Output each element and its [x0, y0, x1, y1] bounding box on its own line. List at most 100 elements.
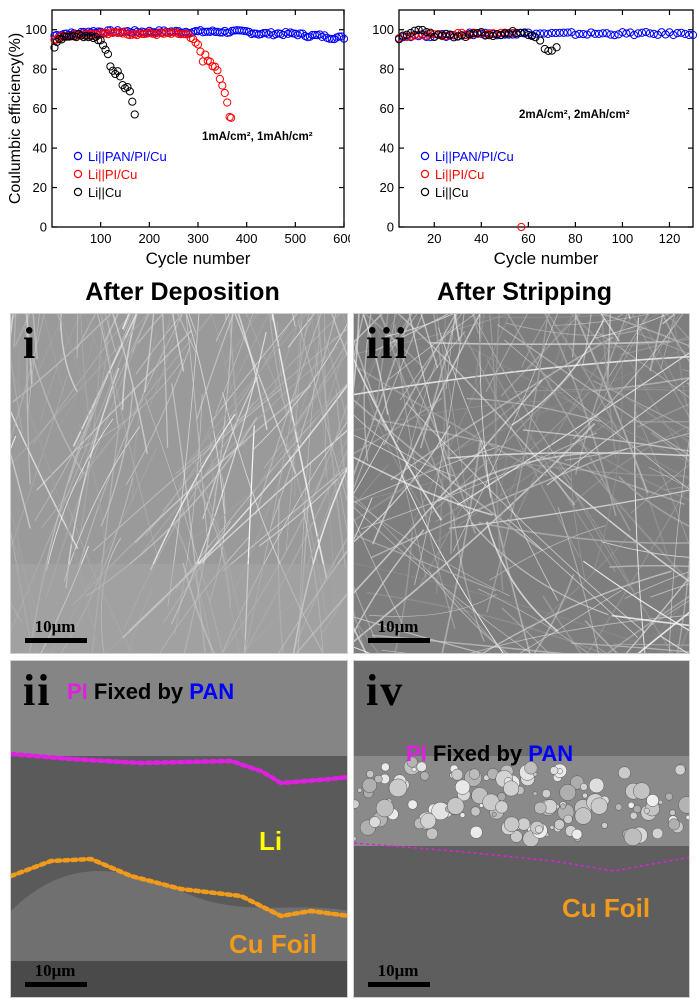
chart1-ytick-label: 80 [33, 62, 47, 77]
chart2-point-licu [434, 30, 443, 39]
chart2-point-lipanpicu [555, 28, 564, 37]
chart2-point-lipanpicu [602, 29, 611, 38]
chart1-point-lipicu [179, 29, 188, 39]
chart2-point-licu [512, 29, 521, 38]
pi-boundary-line-ii [11, 751, 347, 786]
chart2-ytick-label: 100 [372, 22, 394, 37]
chart2-point-lipicu [517, 222, 526, 232]
callout-iv: PI Fixed by PAN [406, 741, 573, 767]
chart2-point-licu [544, 46, 553, 56]
chart1-point-licu [86, 32, 96, 41]
chart2-point-lipanpicu [677, 28, 686, 37]
chart2-point-lipanpicu [543, 29, 553, 38]
chart1-point-lipanpicu [318, 32, 327, 41]
chart2-point-lipicu [430, 30, 439, 39]
chart2-point-licu [524, 30, 533, 40]
chart2-point-licu [552, 43, 561, 52]
chart1-x-axis-label: Cycle number [146, 249, 251, 268]
chart2-point-licu [516, 28, 525, 37]
chart2-point-licu [481, 31, 490, 40]
chart1-point-lipanpicu [293, 31, 302, 40]
panel-label-ii: ii [23, 666, 52, 715]
scale-bar-line-iii [368, 638, 430, 643]
chart2-point-licu [488, 31, 498, 41]
chart1-point-lipanpicu [339, 34, 349, 43]
sem-panel-ii: ii PI Fixed by PAN Li Cu Foil 10μm [10, 660, 348, 998]
chart2-point-lipanpicu [586, 28, 596, 37]
panel-label-iv: iv [366, 666, 405, 715]
scale-bar-i: 10μm [25, 617, 97, 643]
chart2-point-lipanpicu [649, 29, 658, 38]
chart1-point-lipicu [220, 88, 229, 98]
heading-after-deposition: After Deposition [85, 278, 280, 306]
chart2-condition-annotation: 2mA/cm², 2mAh/cm² [519, 109, 630, 121]
chart2-legend-marker [420, 169, 430, 179]
chart1-point-lipicu [206, 57, 215, 66]
chart1-point-licu [128, 97, 137, 106]
chart2-point-licu [418, 25, 427, 35]
chart1-ytick-label: 0 [40, 220, 47, 235]
chart1-y-axis-label: Coulumbic efficiency(%) [7, 33, 24, 204]
chart1-point-lipanpicu [262, 28, 271, 38]
chart2-xtick-label: 120 [659, 231, 681, 246]
panel-label-i: i [23, 319, 38, 368]
callout-fixed-ii: Fixed by [87, 679, 190, 704]
sem-panel-iv: iv PI Fixed by PAN Cu Foil 10μm [353, 660, 690, 998]
chart2-legend-label: Li||Cu [435, 185, 469, 200]
sem-panel-i: i 10μm [10, 313, 348, 654]
chart2-legend-marker [420, 187, 430, 197]
callout-pan-iv: PAN [528, 741, 574, 766]
cu-foil-layer-iv [354, 846, 689, 997]
chart1-point-lipanpicu [327, 34, 336, 44]
chart1-point-licu [113, 67, 122, 76]
chart1-ytick-label: 20 [33, 180, 47, 195]
substrate-ii [11, 961, 347, 997]
chart1-point-lipanpicu [225, 28, 234, 37]
scale-bar-iii: 10μm [368, 617, 440, 643]
chart2-point-licu [402, 30, 411, 39]
chart2-point-licu [414, 25, 423, 34]
chart2-plot-frame [398, 9, 694, 228]
scale-bar-line-i [25, 638, 87, 643]
chart2-point-licu [508, 27, 517, 36]
chart2-point-licu [465, 30, 474, 39]
chart2-ytick-label: 20 [380, 180, 394, 195]
chart1-point-licu [116, 72, 125, 81]
scale-bar-iv: 10μm [368, 961, 440, 987]
chart2-xtick-label: 20 [427, 231, 441, 246]
chart1-xtick-label: 400 [236, 231, 258, 246]
chart2-xtick-label: 40 [474, 231, 488, 246]
chart2-point-lipanpicu [547, 28, 556, 38]
chart2-x-axis-label: Cycle number [494, 249, 599, 268]
chart1-point-licu [94, 36, 103, 45]
chart1-point-lipanpicu [296, 29, 305, 38]
chart2-point-lipicu [406, 32, 415, 41]
chart2-point-licu [430, 32, 439, 42]
chart1-point-lipicu [226, 113, 236, 122]
chart2-xtick-label: 80 [568, 231, 582, 246]
chart2-xtick-label: 100 [612, 231, 634, 246]
chart2-point-lipanpicu [669, 30, 678, 40]
chart2-ytick-label: 60 [380, 101, 394, 116]
chart2-point-lipanpicu [590, 29, 600, 38]
chart2-point-licu [457, 31, 466, 40]
chart2-point-lipicu [488, 29, 498, 38]
top-layer-iv [354, 661, 689, 756]
chart1-ytick-label: 60 [33, 101, 47, 116]
chart1-point-lipanpicu [245, 27, 254, 37]
chart1-point-lipicu [213, 66, 222, 75]
scale-bar-text-iv: 10μm [377, 961, 419, 980]
chart2-point-licu [438, 31, 447, 40]
chart1-condition-annotation: 1mA/cm², 1mAh/cm² [202, 131, 313, 143]
chart1-point-licu [123, 82, 132, 92]
chart2-point-licu [485, 31, 494, 40]
chart2-point-licu [492, 29, 502, 39]
callout-fixed-iv: Fixed by [426, 741, 529, 766]
chart2-point-lipanpicu [614, 30, 623, 39]
chart2-point-lipanpicu [551, 28, 560, 38]
callout-pi-iv: PI [406, 741, 427, 766]
chart1-point-licu [96, 36, 105, 45]
cu-boundary-line-ii [11, 856, 347, 919]
cross-section-image-iv [354, 661, 689, 997]
chart1-xtick-label: 100 [90, 231, 112, 246]
